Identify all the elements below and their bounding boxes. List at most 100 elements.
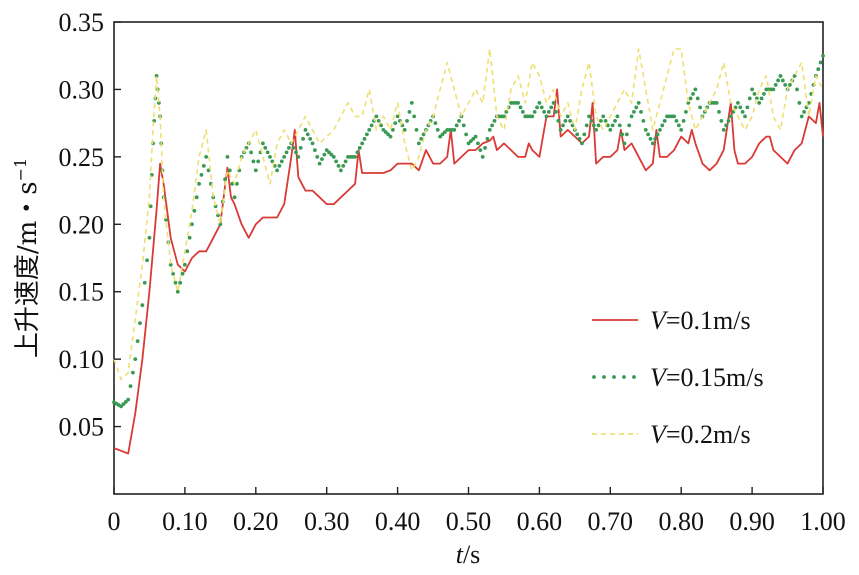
series-1-point xyxy=(329,152,334,157)
series-1-point xyxy=(148,204,153,209)
series-1-point xyxy=(468,139,473,144)
series-1-point xyxy=(171,271,175,276)
series-1-point xyxy=(471,136,476,141)
series-1-point xyxy=(338,168,343,173)
series-1-point xyxy=(747,96,752,101)
series-1-point xyxy=(594,127,599,132)
series-1-point xyxy=(157,101,161,105)
series-1-point xyxy=(598,118,603,123)
series-1-point xyxy=(646,132,651,137)
y-axis-label: 上升速度/m・s−1 xyxy=(11,158,43,358)
series-1-point xyxy=(556,118,561,123)
series-1-point xyxy=(211,195,216,200)
series-1-point xyxy=(624,132,629,137)
series-1-point xyxy=(717,110,721,114)
series-1-point xyxy=(655,132,660,137)
series-1-point xyxy=(145,258,149,263)
series-1-point xyxy=(173,280,178,285)
series-1-point xyxy=(743,114,747,119)
series-1-point xyxy=(147,235,152,240)
series-1-point xyxy=(795,87,799,92)
series-layer xyxy=(112,48,825,455)
series-1-point xyxy=(336,163,341,168)
series-1-point xyxy=(759,96,764,101)
series-1-point xyxy=(691,92,695,96)
series-1-point xyxy=(123,399,128,404)
series-1-point xyxy=(341,163,346,168)
series-1-point xyxy=(577,136,582,141)
series-1-point xyxy=(296,154,301,159)
series-1-point xyxy=(582,132,587,137)
series-1-point xyxy=(131,370,135,375)
series-1-point xyxy=(724,123,729,128)
series-1-points xyxy=(112,53,825,409)
series-1-point xyxy=(142,280,147,285)
x-tick-label: 0.70 xyxy=(588,507,634,536)
series-1-point xyxy=(452,127,457,132)
series-1-point xyxy=(714,101,719,105)
legend-1-label: V=0.15m/s xyxy=(650,363,764,392)
y-tick-label: 0.10 xyxy=(59,345,105,374)
series-1-point xyxy=(322,152,327,157)
series-1-point xyxy=(773,83,778,87)
series-1-point xyxy=(653,136,658,141)
series-1-point xyxy=(757,101,762,105)
y-axis: 0.05 0.10 0.15 0.20 0.25 0.30 0.35 xyxy=(59,8,121,442)
series-1-point xyxy=(393,121,398,126)
series-1-point xyxy=(164,217,168,222)
series-1-point xyxy=(327,150,331,155)
x-tick-label: 0.90 xyxy=(729,507,775,536)
series-1-point xyxy=(381,127,386,132)
series-1-point xyxy=(487,127,492,132)
y-tick-label: 0.35 xyxy=(59,8,105,37)
series-1-point xyxy=(634,105,639,110)
series-1-point xyxy=(409,101,414,105)
series-1-point xyxy=(502,114,506,119)
series-1-point xyxy=(121,402,126,406)
series-1-point xyxy=(178,280,183,285)
series-1-point xyxy=(260,141,265,146)
x-tick-label: 0.50 xyxy=(446,507,492,536)
series-1-point xyxy=(679,127,684,132)
series-1-point xyxy=(620,132,625,137)
series-1-point xyxy=(778,74,783,78)
series-1-point xyxy=(119,404,123,409)
series-1-point xyxy=(802,110,806,114)
series-1-point xyxy=(762,92,766,96)
series-1-point xyxy=(360,141,365,146)
series-1-point xyxy=(263,145,268,150)
series-1-point xyxy=(135,339,140,344)
series-1-point xyxy=(698,105,703,110)
series-1-point xyxy=(662,118,667,123)
series-1-point xyxy=(476,141,480,146)
series-1-point xyxy=(133,357,138,362)
series-1-point xyxy=(660,123,665,128)
legend-1-swatch xyxy=(622,375,626,379)
y-tick-label: 0.15 xyxy=(59,278,105,307)
series-1-point xyxy=(473,134,478,139)
series-1-point xyxy=(738,105,743,110)
series-1-point xyxy=(641,118,646,123)
series-1-point xyxy=(617,123,622,128)
series-1-point xyxy=(603,118,608,123)
series-1-point xyxy=(204,154,209,159)
x-axis-label: t/s xyxy=(456,540,481,569)
series-1-point xyxy=(416,141,421,146)
series-1-point xyxy=(308,136,313,141)
series-1-point xyxy=(719,118,724,123)
series-1-point xyxy=(478,148,483,153)
series-1-point xyxy=(407,110,412,114)
legend-1-value: =0.15m/s xyxy=(666,363,764,392)
series-1-point xyxy=(539,105,544,110)
series-1-point xyxy=(695,96,700,101)
series-1-point xyxy=(676,123,681,128)
series-1-point xyxy=(485,136,490,141)
series-1-point xyxy=(315,154,320,159)
series-1-point xyxy=(364,132,369,137)
series-1-point xyxy=(126,397,131,402)
series-1-point xyxy=(591,123,596,128)
series-1-point xyxy=(580,141,584,146)
series-1-point xyxy=(532,110,537,114)
series-1-point xyxy=(740,110,745,114)
series-1-point xyxy=(395,114,400,119)
